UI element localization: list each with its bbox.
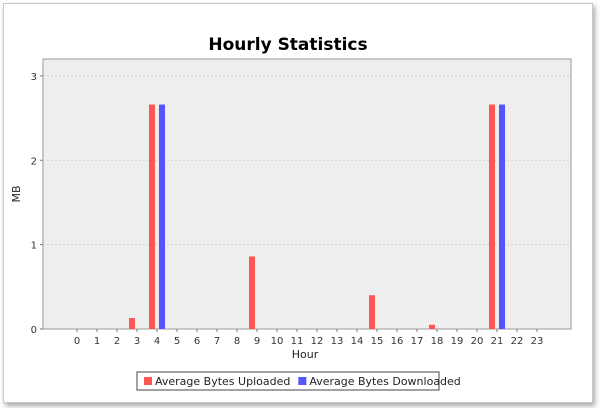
bar-downloaded-hour-21	[499, 104, 505, 329]
bar-uploaded-hour-18	[429, 324, 435, 329]
bar-uploaded-hour-15	[369, 295, 375, 329]
y-axis: 0 1 2 3	[31, 72, 43, 336]
legend-swatch	[144, 377, 152, 385]
x-tick-label: 23	[531, 336, 544, 347]
bars	[129, 104, 505, 329]
chart: Hourly Statistics 0 1 2 3 4 5 6 7 8 9 10 11 12 13 14 15…	[10, 35, 572, 391]
gridlines	[43, 75, 571, 246]
x-tick-label: 20	[471, 336, 484, 347]
x-tick-label: 2	[114, 336, 120, 347]
y-tick-label: 3	[31, 72, 37, 83]
chart-title: Hourly Statistics	[208, 35, 367, 55]
x-tick-label: 4	[154, 336, 160, 347]
x-tick-label: 17	[411, 336, 424, 347]
bar-uploaded-hour-3	[129, 318, 135, 329]
x-axis: 0 1 2 3 4 5 6 7 8 9 10 11 12 13 14 15 16 17 18 19 20 21 22 23	[74, 329, 544, 347]
x-tick-label: 22	[511, 336, 524, 347]
x-tick-label: 18	[431, 336, 444, 347]
bar-uploaded-hour-4	[149, 104, 155, 329]
x-tick-label: 7	[214, 336, 220, 347]
x-tick-label: 14	[351, 336, 364, 347]
x-tick-label: 19	[451, 336, 464, 347]
y-axis-label: MB	[10, 185, 23, 202]
x-tick-label: 16	[391, 336, 404, 347]
chart-window: Hourly Statistics 0 1 2 3 4 5 6 7 8 9 10 11 12 13 14 15…	[3, 3, 593, 403]
plot-area	[42, 58, 572, 330]
x-tick-label: 5	[174, 336, 180, 347]
x-tick-label: 11	[291, 336, 304, 347]
x-tick-label: 21	[491, 336, 504, 347]
legend-box	[136, 371, 440, 391]
bar-uploaded-hour-21	[489, 104, 495, 329]
x-tick-label: 9	[254, 336, 260, 347]
x-axis-label: Hour	[292, 348, 319, 361]
x-tick-label: 3	[134, 336, 140, 347]
x-tick-label: 6	[194, 336, 200, 347]
x-tick-label: 10	[271, 336, 284, 347]
y-tick-label: 2	[31, 156, 37, 167]
legend-swatch	[298, 377, 307, 385]
x-tick-label: 15	[371, 336, 384, 347]
legend-label: Average Bytes Downloaded	[309, 375, 460, 388]
x-tick-label: 12	[311, 336, 324, 347]
bar-uploaded-hour-9	[249, 256, 255, 329]
y-tick-label: 0	[31, 325, 37, 336]
x-tick-label: 0	[74, 336, 80, 347]
x-tick-label: 13	[331, 336, 344, 347]
legend: Average Bytes Uploaded Average Bytes Down…	[136, 371, 461, 391]
y-tick-label: 1	[31, 241, 37, 252]
x-tick-label: 1	[94, 336, 100, 347]
bar-downloaded-hour-4	[159, 104, 165, 329]
legend-label: Average Bytes Uploaded	[155, 375, 290, 388]
x-tick-label: 8	[234, 336, 240, 347]
